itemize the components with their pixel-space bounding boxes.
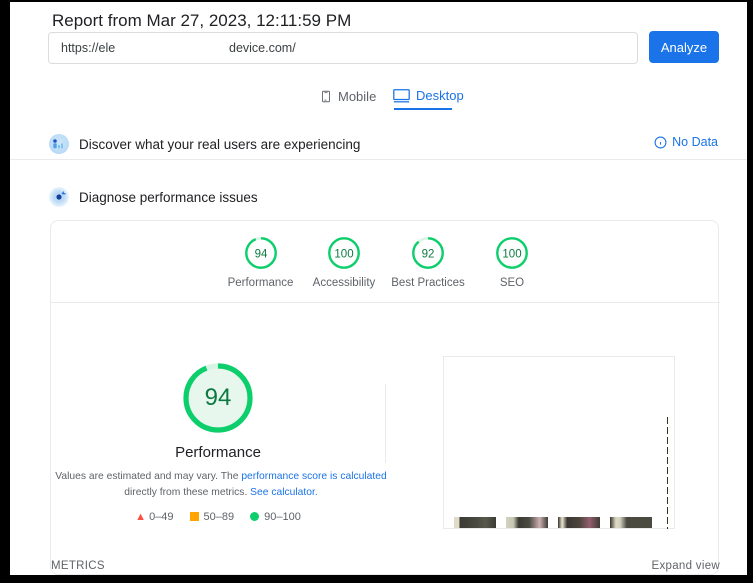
svg-text:94: 94: [205, 384, 232, 411]
svg-text:94: 94: [254, 248, 267, 260]
svg-text:100: 100: [334, 248, 353, 260]
svg-text:100: 100: [502, 248, 521, 260]
svg-text:92: 92: [422, 248, 435, 260]
